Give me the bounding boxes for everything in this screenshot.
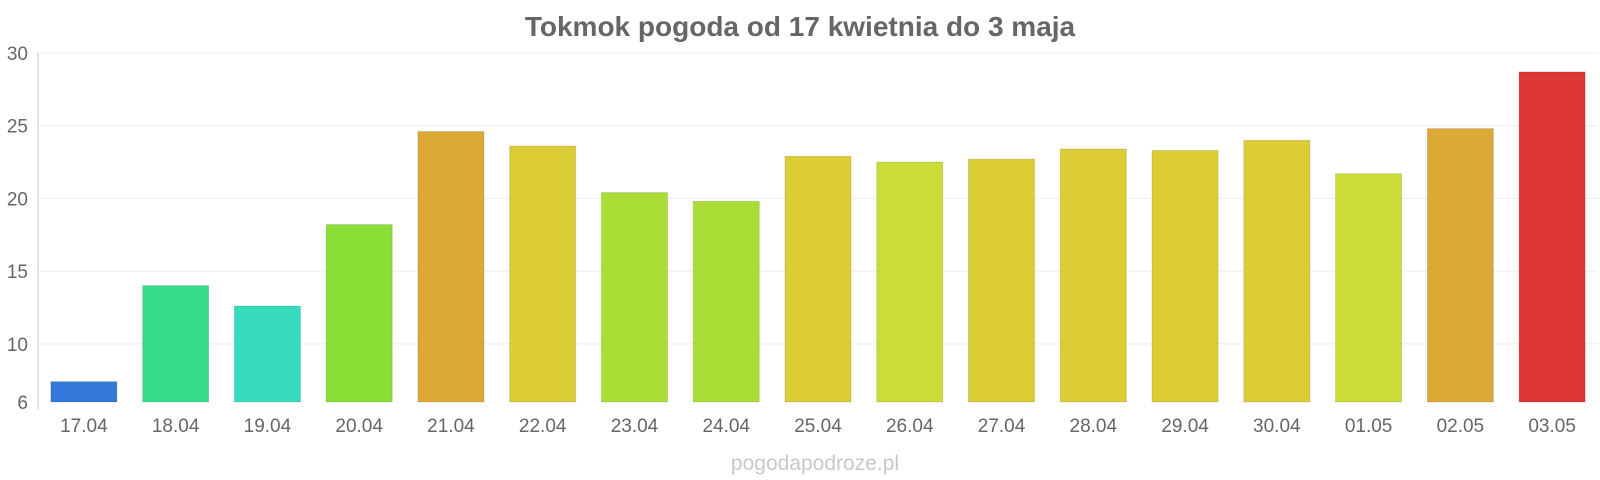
bar-22.04 bbox=[509, 145, 577, 403]
y-tick-label: 20 bbox=[7, 189, 28, 210]
y-tick-label: 6 bbox=[17, 393, 28, 414]
x-tick-label: 26.04 bbox=[886, 416, 934, 437]
y-axis-tick-labels: 6 10 15 20 25 30 bbox=[7, 44, 28, 414]
bar-17.04 bbox=[50, 381, 118, 403]
bar-19.04 bbox=[233, 305, 301, 403]
x-tick-label: 30.04 bbox=[1253, 416, 1301, 437]
x-tick-label: 18.04 bbox=[152, 416, 200, 437]
x-tick-label: 17.04 bbox=[60, 416, 108, 437]
x-tick-label: 28.04 bbox=[1070, 416, 1118, 437]
bar-29.04 bbox=[1151, 149, 1219, 403]
bar-01.05 bbox=[1335, 173, 1403, 403]
chart-title: Tokmok pogoda od 17 kwietnia do 3 maja bbox=[525, 11, 1076, 42]
bar-30.04 bbox=[1243, 139, 1311, 403]
x-tick-label: 03.05 bbox=[1528, 416, 1576, 437]
watermark-text: pogodapodroze.pl bbox=[731, 452, 899, 475]
x-tick-label: 25.04 bbox=[794, 416, 842, 437]
x-tick-label: 21.04 bbox=[427, 416, 475, 437]
x-tick-label: 20.04 bbox=[335, 416, 383, 437]
bar-23.04 bbox=[600, 192, 669, 403]
y-tick-label: 25 bbox=[7, 117, 28, 138]
x-axis-tick-labels: 17.04 18.04 19.04 20.04 21.04 22.04 23.04 24.04… bbox=[60, 416, 1576, 437]
x-tick-label: 24.04 bbox=[702, 416, 750, 437]
y-tick-label: 15 bbox=[7, 262, 28, 283]
bar-21.04 bbox=[417, 131, 485, 403]
y-tick-label: 10 bbox=[7, 335, 28, 356]
x-tick-label: 27.04 bbox=[978, 416, 1026, 437]
x-tick-label: 22.04 bbox=[519, 416, 567, 437]
x-tick-label: 02.05 bbox=[1437, 416, 1485, 437]
bar-02.05 bbox=[1426, 128, 1494, 403]
bar-20.04 bbox=[325, 224, 393, 403]
x-tick-label: 19.04 bbox=[244, 416, 292, 437]
y-tick-label: 30 bbox=[7, 44, 28, 65]
bar-24.04 bbox=[692, 200, 760, 403]
bar-28.04 bbox=[1059, 148, 1127, 403]
x-tick-label: 23.04 bbox=[611, 416, 659, 437]
bar-03.05 bbox=[1518, 71, 1586, 403]
bars bbox=[50, 71, 1586, 403]
bar-25.04 bbox=[784, 155, 852, 403]
x-tick-label: 01.05 bbox=[1345, 416, 1393, 437]
x-tick-label: 29.04 bbox=[1161, 416, 1209, 437]
bar-26.04 bbox=[876, 161, 944, 403]
bar-27.04 bbox=[967, 158, 1036, 403]
bar-18.04 bbox=[142, 285, 210, 403]
